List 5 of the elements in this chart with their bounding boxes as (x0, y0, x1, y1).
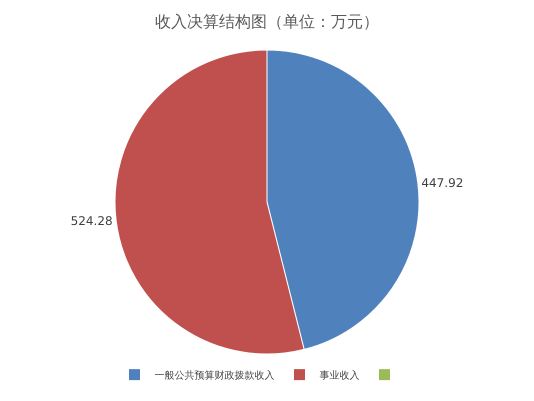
legend-label: 事业收入 (320, 369, 360, 382)
legend-label: 一般公共预算财政拨款收入 (154, 369, 274, 382)
data-label: 524.28 (70, 214, 113, 228)
chart-title: 收入决算结构图（单位：万元） (155, 12, 379, 32)
data-label: 447.92 (421, 176, 464, 190)
